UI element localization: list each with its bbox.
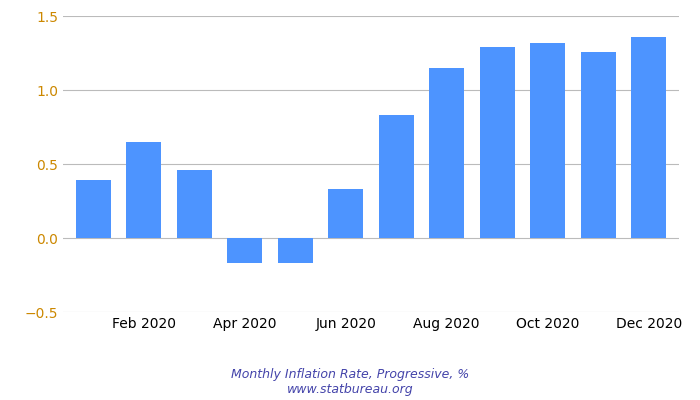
Text: Monthly Inflation Rate, Progressive, %: Monthly Inflation Rate, Progressive, % [231,368,469,381]
Bar [379,115,414,238]
Bar [530,43,566,238]
Bar [278,238,313,263]
Bar [429,68,464,238]
Bar [76,180,111,238]
Bar [227,238,262,263]
Bar [480,47,515,238]
Bar [328,189,363,238]
Bar [580,52,616,238]
Text: www.statbureau.org: www.statbureau.org [287,383,413,396]
Bar [126,142,162,238]
Bar [176,170,212,238]
Bar [631,37,666,238]
